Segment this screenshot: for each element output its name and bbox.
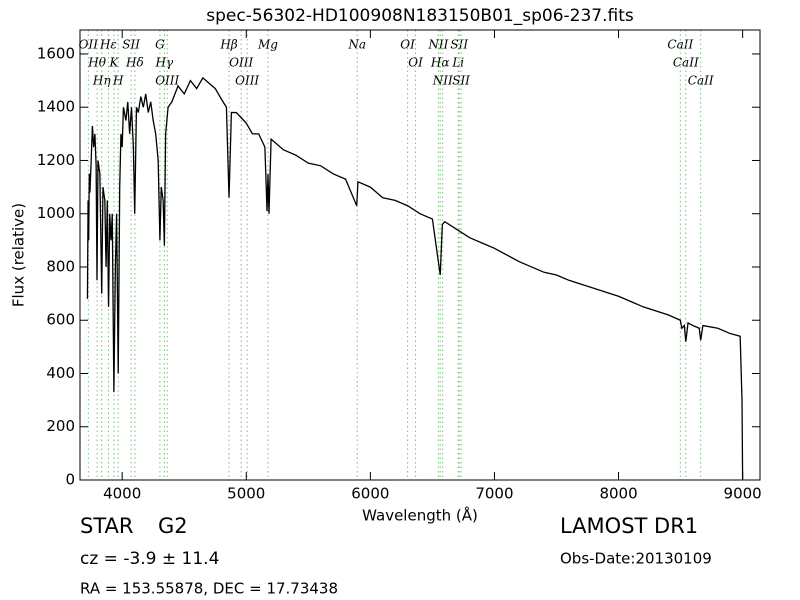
y-tick-label: 400 [46, 364, 75, 382]
spectral-line-label: SII [450, 38, 468, 52]
y-tick-label: 1600 [37, 44, 75, 62]
spectral-line-label: Hη [92, 74, 111, 88]
spectral-line-label: K [109, 56, 120, 70]
x-axis-label: Wavelength (Å) [362, 506, 478, 525]
spectral-line-label: OI [408, 56, 423, 70]
spectral-line-label: Hθ [87, 56, 106, 70]
spectral-line-label: Mg [257, 38, 278, 52]
spectrum-line [86, 76, 744, 481]
spectral-line-label: Na [347, 38, 366, 52]
spectral-line-label: OII [79, 38, 99, 52]
spectral-line-label: Hδ [125, 56, 144, 70]
y-tick-label: 800 [46, 257, 75, 275]
x-tick-label: 4000 [103, 485, 141, 503]
spectral-line-label: CaII [688, 74, 714, 88]
x-tick-label: 9000 [724, 485, 762, 503]
spectral-line-label: G [155, 38, 165, 52]
spectral-line-label: OIII [155, 74, 179, 88]
redshift: cz = -3.9 ± 11.4 [80, 549, 219, 569]
plot-frame [79, 29, 761, 481]
subclass: G2 [158, 514, 188, 538]
y-axis-label: Flux (relative) [10, 203, 28, 307]
y-tick-label: 1400 [37, 98, 75, 116]
y-tick-label: 1200 [37, 151, 75, 169]
spectral-line-label: Hε [99, 38, 117, 52]
y-tick-label: 600 [46, 311, 75, 329]
obs-date: Obs-Date:20130109 [560, 550, 712, 568]
y-tick-label: 200 [46, 417, 75, 435]
spectral-line-label: OIII [229, 56, 253, 70]
spectral-line-label: CaII [673, 56, 699, 70]
spectral-line-label: NII [432, 74, 453, 88]
spectral-line-label: SII [122, 38, 140, 52]
spectral-line-label: H [112, 74, 124, 88]
y-tick-label: 0 [65, 471, 75, 489]
x-tick-label: 5000 [227, 485, 265, 503]
x-tick-label: 6000 [351, 485, 389, 503]
spectral-line-label: Hα [430, 56, 450, 70]
spectral-line-label: OI [400, 38, 415, 52]
spectral-line-label: NII [427, 38, 448, 52]
spectral-line-label: CaII [667, 38, 693, 52]
spectral-line-label: OIII [235, 74, 259, 88]
coordinates: RA = 153.55878, DEC = 17.73438 [80, 580, 338, 598]
survey: LAMOST DR1 [560, 514, 698, 538]
chart-title: spec-56302-HD100908N183150B01_sp06-237.f… [206, 6, 634, 26]
spectral-line-label: SII [452, 74, 470, 88]
x-tick-label: 7000 [475, 485, 513, 503]
class: STAR [80, 514, 133, 538]
y-tick-label: 1000 [37, 204, 75, 222]
spectral-line-label: Hγ [155, 56, 174, 70]
x-tick-label: 8000 [599, 485, 637, 503]
spectral-line-label: Hβ [219, 38, 237, 52]
spectral-line-label: Li [451, 56, 464, 70]
